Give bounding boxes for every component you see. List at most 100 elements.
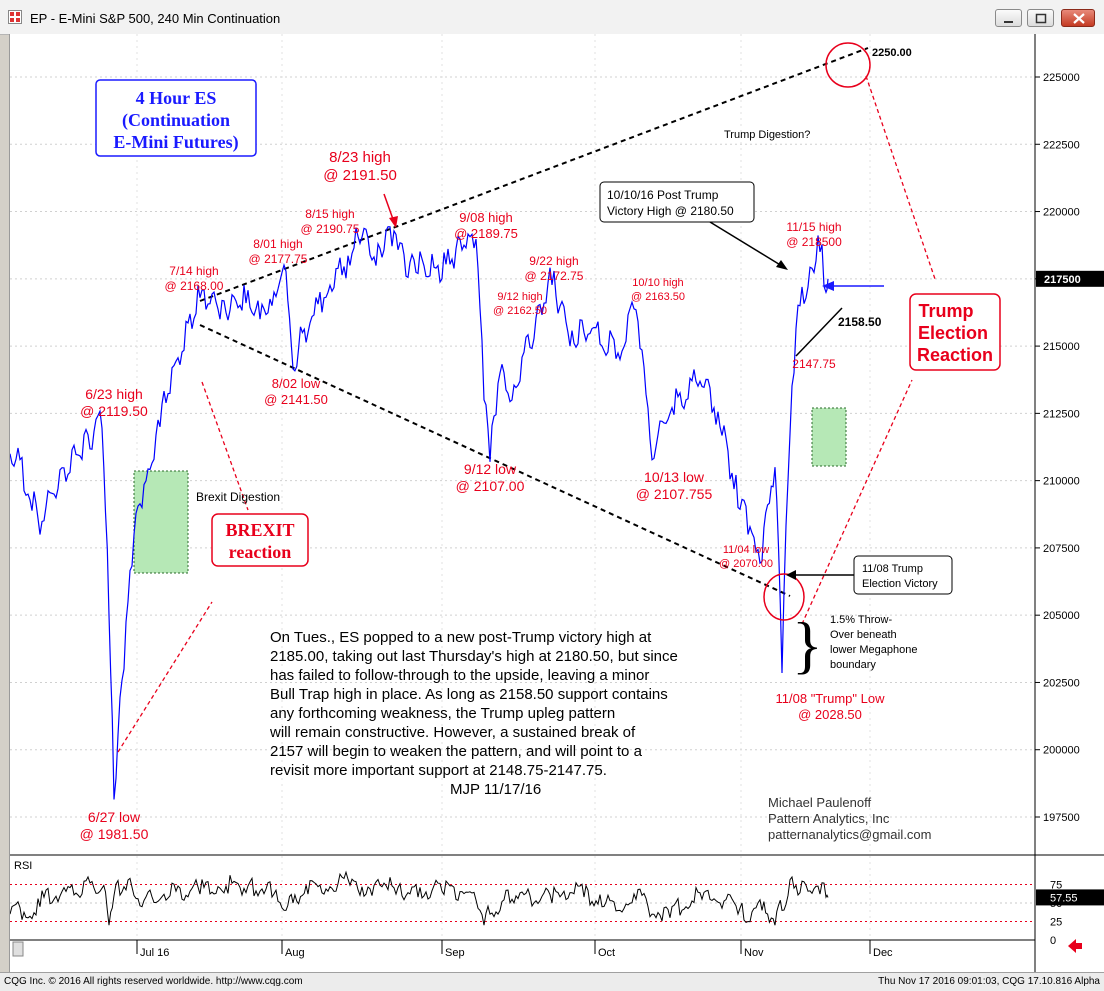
time-label: Nov bbox=[744, 947, 764, 959]
commentary-line: will remain constructive. However, a sus… bbox=[269, 724, 636, 741]
app-icon bbox=[8, 10, 22, 24]
annotation-label: @ 2119.50 bbox=[80, 403, 148, 419]
brexit-reaction-line-1: BREXIT bbox=[225, 520, 294, 540]
election-line-2: Election Victory bbox=[862, 578, 938, 590]
trump-reaction-box bbox=[909, 293, 1001, 371]
commentary-line: Bull Trap high in place. As long as 2158… bbox=[270, 686, 668, 703]
window-title: EP - E-Mini S&P 500, 240 Min Continuatio… bbox=[30, 11, 281, 26]
price-tick-label: 220000 bbox=[1043, 207, 1080, 219]
close-icon bbox=[1073, 13, 1085, 24]
annotation-label: 11/04 low bbox=[723, 544, 769, 556]
last-price-marker bbox=[1036, 270, 1104, 287]
price-tick-label: 212500 bbox=[1043, 408, 1080, 420]
time-label: Jul 16 bbox=[140, 947, 169, 959]
annotation-label: @ 2070.00 bbox=[719, 558, 773, 570]
status-bar: CQG Inc. © 2016 All rights reserved worl… bbox=[0, 972, 1104, 991]
last-price-label: 217500 bbox=[1044, 274, 1081, 286]
annotation-arrowhead bbox=[389, 216, 398, 228]
annotation-label: 10/10 high bbox=[632, 277, 683, 289]
annotation-label: 9/22 high bbox=[529, 254, 578, 268]
brexit-guide-down bbox=[117, 601, 213, 753]
rsi-tick-label: 25 bbox=[1050, 917, 1062, 929]
annotation-label: @ 2189.75 bbox=[454, 226, 518, 241]
maximize-button[interactable] bbox=[1027, 9, 1054, 27]
annotation-label: 11/15 high bbox=[786, 220, 841, 234]
price-tick-label: 202500 bbox=[1043, 677, 1080, 689]
signature-line: Michael Paulenoff bbox=[768, 795, 871, 810]
throw-over-brace: } bbox=[792, 609, 823, 680]
rsi-grid bbox=[10, 884, 1035, 922]
target-2250-circle bbox=[825, 42, 871, 88]
rsi-label: RSI bbox=[14, 860, 32, 872]
price-annotations: 6/23 high@ 2119.50 6/27 low@ 1981.50 7/14 … bbox=[80, 149, 885, 842]
trump-reaction-line-1: Trump bbox=[918, 301, 973, 321]
victory-high-callout bbox=[599, 181, 755, 223]
annotation-label: @ 218500 bbox=[786, 235, 842, 249]
brexit-digestion-box bbox=[133, 470, 189, 574]
commentary-signoff: MJP 11/17/16 bbox=[450, 781, 541, 798]
trump-digestion-box bbox=[811, 407, 847, 467]
price-chart: 197500 200000 202500 205000 207500 210000 2125… bbox=[10, 34, 1104, 972]
title-line-2: (Continuation bbox=[122, 110, 230, 131]
brexit-reaction-line-2: reaction bbox=[229, 542, 292, 562]
support-line bbox=[795, 307, 843, 357]
title-line-3: E-Mini Futures) bbox=[113, 132, 238, 153]
upper-megaphone-line bbox=[199, 47, 869, 302]
annotation-label: @ 2168.00 bbox=[165, 279, 224, 293]
annotation-label: @ 2190.75 bbox=[301, 222, 360, 236]
price-tick-label: 210000 bbox=[1043, 476, 1080, 488]
rsi-last-label: 57.55 bbox=[1050, 892, 1078, 904]
election-line-1: 11/08 Trump bbox=[862, 563, 923, 575]
annotation-label: @ 2177.75 bbox=[249, 252, 308, 266]
victory-high-line-2: Victory High @ 2180.50 bbox=[607, 204, 734, 218]
last-price-arrowhead bbox=[822, 281, 834, 291]
price-tick-label: 205000 bbox=[1043, 610, 1080, 622]
rsi-axis: 755025057.55 bbox=[1036, 880, 1104, 947]
annotation-label: @ 2191.50 bbox=[323, 167, 397, 184]
annotation-label: 9/08 high bbox=[459, 210, 513, 225]
annotation-label: 6/23 high bbox=[85, 386, 143, 402]
throw-over-line-2: Over beneath bbox=[830, 629, 897, 641]
annotation-label: 6/27 low bbox=[88, 809, 141, 825]
price-tick-label: 200000 bbox=[1043, 745, 1080, 757]
annotation-label: 8/23 high bbox=[329, 149, 391, 166]
price-tick-label: 222500 bbox=[1043, 139, 1080, 151]
support-2158-label: 2158.50 bbox=[838, 315, 882, 329]
trump-guide-down bbox=[801, 379, 913, 625]
scroll-left-handle[interactable] bbox=[12, 941, 24, 957]
scroll-right-arrow-icon[interactable] bbox=[1068, 939, 1082, 953]
commentary-line: revisit more important support at 2148.7… bbox=[270, 762, 607, 779]
victory-high-line-1: 10/10/16 Post Trump bbox=[607, 188, 719, 202]
annotation-label: 11/08 "Trump" Low bbox=[776, 691, 886, 706]
lower-megaphone-line bbox=[199, 324, 791, 597]
throw-over-line-1: 1.5% Throw- bbox=[830, 614, 892, 626]
maximize-icon bbox=[1035, 13, 1047, 24]
price-tick-label: 215000 bbox=[1043, 341, 1080, 353]
victory-high-arrowhead bbox=[776, 260, 788, 270]
close-button[interactable] bbox=[1061, 9, 1095, 27]
rsi-tick-label: 0 bbox=[1050, 935, 1056, 947]
trump-guide-up bbox=[865, 75, 936, 280]
annotation-label: @ 2172.75 bbox=[525, 269, 584, 283]
minimize-button[interactable] bbox=[995, 9, 1022, 27]
status-timestamp: Thu Nov 17 2016 09:01:03, CQG 17.10.816 … bbox=[878, 976, 1100, 987]
brexit-digestion-label: Brexit Digestion bbox=[196, 490, 280, 504]
chart-frame: 197500 200000 202500 205000 207500 210000 2125… bbox=[9, 34, 1104, 972]
rsi-series-line bbox=[10, 870, 829, 926]
commentary-line: has failed to follow-through to the upsi… bbox=[270, 667, 649, 684]
rsi-last-marker bbox=[1036, 889, 1104, 906]
annotation-label: @ 2028.50 bbox=[798, 707, 862, 722]
price-grid bbox=[10, 34, 1035, 940]
commentary-line: any forthcoming weakness, the Trump uple… bbox=[270, 705, 615, 722]
commentary-line: 2185.00, taking out last Thursday's high… bbox=[270, 648, 678, 665]
price-series-line bbox=[10, 226, 829, 800]
annotation-label: @ 2162.50 bbox=[493, 305, 547, 317]
signature-line: Pattern Analytics, Inc bbox=[768, 811, 890, 826]
annotation-label: 8/02 low bbox=[272, 376, 321, 391]
status-copyright: CQG Inc. © 2016 All rights reserved worl… bbox=[4, 976, 303, 987]
annotation-label: 8/01 high bbox=[253, 237, 302, 251]
annotation-label: @ 2141.50 bbox=[264, 392, 328, 407]
signature-line: patternanalytics@gmail.com bbox=[768, 827, 931, 842]
title-line-1: 4 Hour ES bbox=[136, 88, 217, 108]
annotation-label: @ 2107.00 bbox=[456, 478, 525, 494]
